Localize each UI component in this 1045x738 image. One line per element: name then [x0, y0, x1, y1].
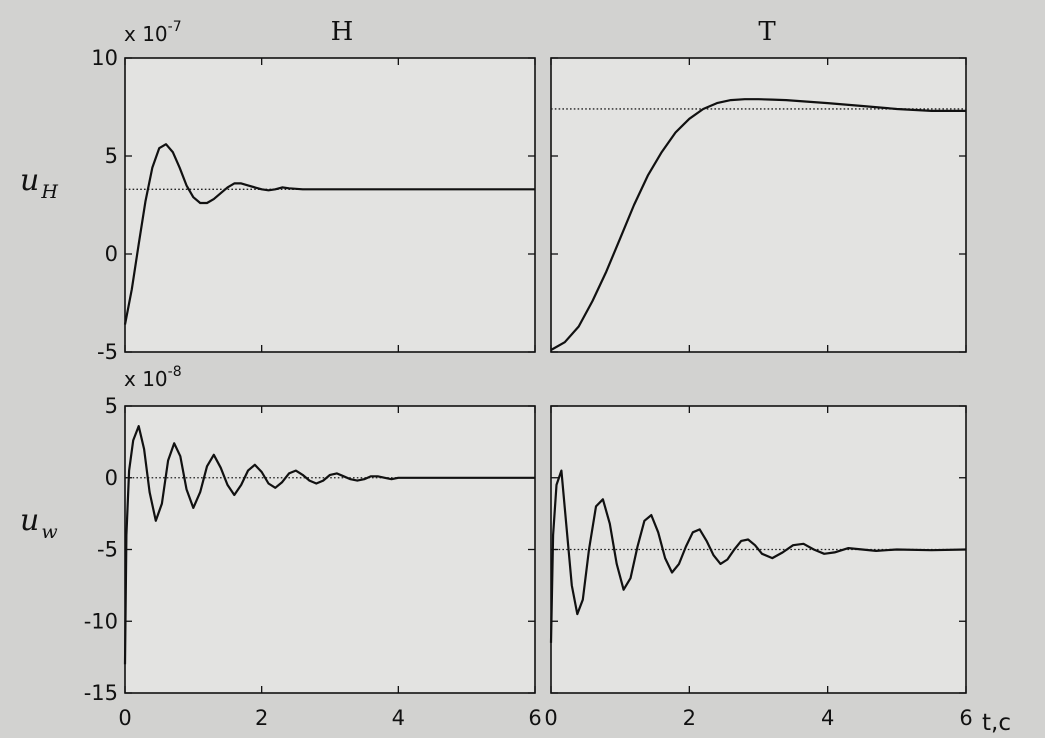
- series-line: [123, 143, 535, 325]
- x-tick-label: 2: [255, 706, 268, 730]
- x-tick-label: 4: [392, 706, 405, 730]
- y-tick-label: -15: [84, 681, 118, 705]
- x-tick-label: 0: [544, 706, 557, 730]
- y-tick-label: -10: [84, 609, 118, 633]
- plot-area: [550, 57, 967, 353]
- plot-area: [124, 57, 536, 353]
- y-tick-label: 10: [91, 46, 118, 70]
- x-tick-label: 6: [959, 706, 972, 730]
- y-tick-label: 5: [105, 394, 118, 418]
- y-tick-label: 0: [105, 466, 118, 490]
- scale-label-top: x 10-7: [124, 19, 182, 46]
- panel-uw_H: -15 -10 -5 0 5 0 2 4 6: [84, 394, 542, 730]
- x-tick-label: 2: [683, 706, 696, 730]
- x-tick-label: 4: [821, 706, 834, 730]
- series-line: [123, 425, 535, 665]
- x-tick-label: 0: [118, 706, 131, 730]
- x-axis-unit: t,c: [982, 710, 1011, 736]
- panel-uH_T: [550, 57, 967, 353]
- scale-label-bottom: x 10-8: [124, 364, 182, 391]
- panel-uH_H: -5 0 5 10: [91, 46, 536, 364]
- column-title-h: H: [331, 17, 354, 47]
- column-title-t: T: [758, 17, 776, 47]
- y-tick-label: -5: [97, 538, 118, 562]
- y-tick-label: 5: [105, 144, 118, 168]
- y-tick-label: 0: [105, 242, 118, 266]
- series-line: [549, 469, 967, 643]
- x-tick-label: 6: [528, 706, 541, 730]
- series-line: [550, 98, 966, 351]
- plot-area: [124, 405, 536, 694]
- panel-uw_T: 0 2 4 6: [544, 405, 973, 730]
- y-tick-label: -5: [97, 340, 118, 364]
